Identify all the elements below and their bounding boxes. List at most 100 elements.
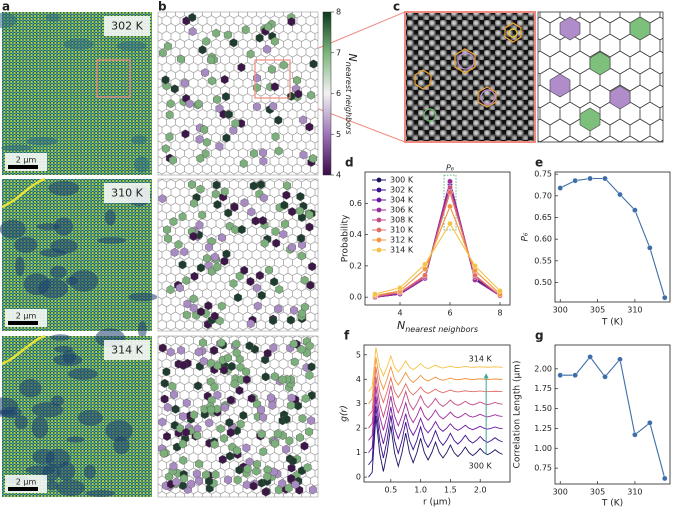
legend-marker	[376, 217, 382, 223]
legend-marker	[376, 187, 382, 193]
data-point	[397, 284, 403, 291]
colored-cell	[299, 115, 308, 125]
series-line	[374, 181, 501, 298]
texture-blob	[53, 354, 83, 366]
colored-cell	[269, 343, 278, 353]
colored-cell	[259, 156, 268, 166]
x-tick-label: 4	[397, 309, 402, 318]
texture-blob	[0, 12, 17, 29]
colored-cell	[190, 198, 198, 208]
colored-cell	[257, 180, 265, 190]
colored-cell	[224, 475, 232, 485]
y-axis-label: P₆	[521, 232, 531, 241]
colored-cell	[307, 390, 316, 401]
colored-cell	[232, 348, 241, 358]
colored-cell	[180, 247, 189, 257]
panel-label: e	[535, 156, 543, 170]
colored-cell	[287, 17, 296, 27]
series-line	[368, 415, 503, 478]
data-point	[557, 185, 564, 191]
colored-cell	[189, 303, 198, 313]
series-line	[368, 386, 503, 441]
colored-cell	[171, 404, 180, 414]
colored-cell	[166, 99, 175, 109]
y-tick-label: 1.25	[534, 424, 552, 433]
colored-cell	[176, 283, 184, 293]
colored-cell	[211, 470, 220, 480]
series-line	[374, 222, 501, 295]
legend-label: 310 K	[390, 226, 414, 235]
legend-marker	[376, 247, 382, 253]
colored-cell	[289, 339, 298, 349]
colored-cell	[250, 148, 258, 159]
texture-blob	[116, 41, 147, 51]
colored-cell	[301, 393, 310, 404]
series-line	[368, 376, 503, 429]
colored-cell	[208, 76, 217, 86]
x-tick-label: 8	[497, 309, 502, 318]
colored-cell	[223, 30, 232, 40]
colored-cell	[220, 74, 229, 85]
zoom-image	[405, 12, 535, 142]
x-tick-label: 300	[553, 488, 568, 497]
y-tick-label: 0.55	[534, 256, 552, 265]
colored-cell	[246, 276, 255, 287]
colored-cell	[305, 222, 314, 232]
colored-cell	[271, 226, 280, 237]
colored-cell	[227, 361, 236, 371]
x-tick-label: 310	[627, 488, 642, 497]
colored-cell	[283, 181, 291, 191]
colored-cell	[224, 353, 232, 363]
colored-cell	[203, 253, 211, 263]
colored-cell	[303, 462, 312, 473]
colored-cell	[257, 429, 266, 439]
data-point	[447, 203, 453, 210]
series-line	[368, 396, 503, 453]
colored-cell	[205, 418, 214, 428]
colored-cell	[180, 473, 188, 483]
colored-cell	[200, 124, 209, 135]
colored-cell	[301, 302, 309, 312]
colored-cell	[182, 427, 190, 437]
colorbar-tick-label: 5	[336, 130, 341, 139]
plot-frame	[554, 171, 671, 303]
data-point	[647, 420, 653, 426]
texture-blob	[54, 345, 73, 353]
y-tick-label: 4	[356, 375, 361, 384]
colored-cell	[272, 238, 281, 248]
voronoi-colored-cells	[549, 16, 651, 132]
colored-cell	[161, 75, 170, 85]
y-tick-label: 0.2	[349, 261, 362, 270]
texture-blob	[32, 449, 55, 465]
plot-frame	[363, 344, 511, 483]
colored-cell	[217, 301, 226, 311]
texture-blob	[38, 278, 69, 299]
colored-cell	[274, 304, 283, 314]
colored-cell	[210, 311, 219, 321]
colored-cell	[176, 423, 185, 433]
scale-bar	[8, 487, 38, 491]
y-tick-label: 0	[356, 473, 361, 482]
colored-cell	[164, 41, 172, 51]
zoom-region	[96, 59, 131, 98]
y-tick-label: 0.4	[349, 230, 362, 239]
texture-blob	[85, 489, 116, 497]
curve-annotation: 300 K	[469, 462, 493, 471]
colored-cell	[213, 94, 221, 105]
temperature-box	[104, 340, 150, 360]
legend-label: 304 K	[390, 196, 414, 205]
colored-cell	[205, 476, 213, 486]
colored-cell	[264, 22, 273, 32]
colored-cell	[160, 378, 169, 388]
temperature-label: 302 K	[111, 20, 143, 33]
colored-cell	[261, 372, 270, 382]
colored-cell	[253, 283, 261, 293]
data-point	[617, 191, 623, 198]
colored-cell	[207, 55, 215, 65]
colored-cell	[179, 439, 187, 449]
data-point	[372, 291, 378, 297]
colored-cell	[263, 44, 272, 54]
colored-cell	[282, 444, 291, 454]
colored-cell	[207, 405, 215, 415]
colored-cell	[170, 247, 179, 257]
